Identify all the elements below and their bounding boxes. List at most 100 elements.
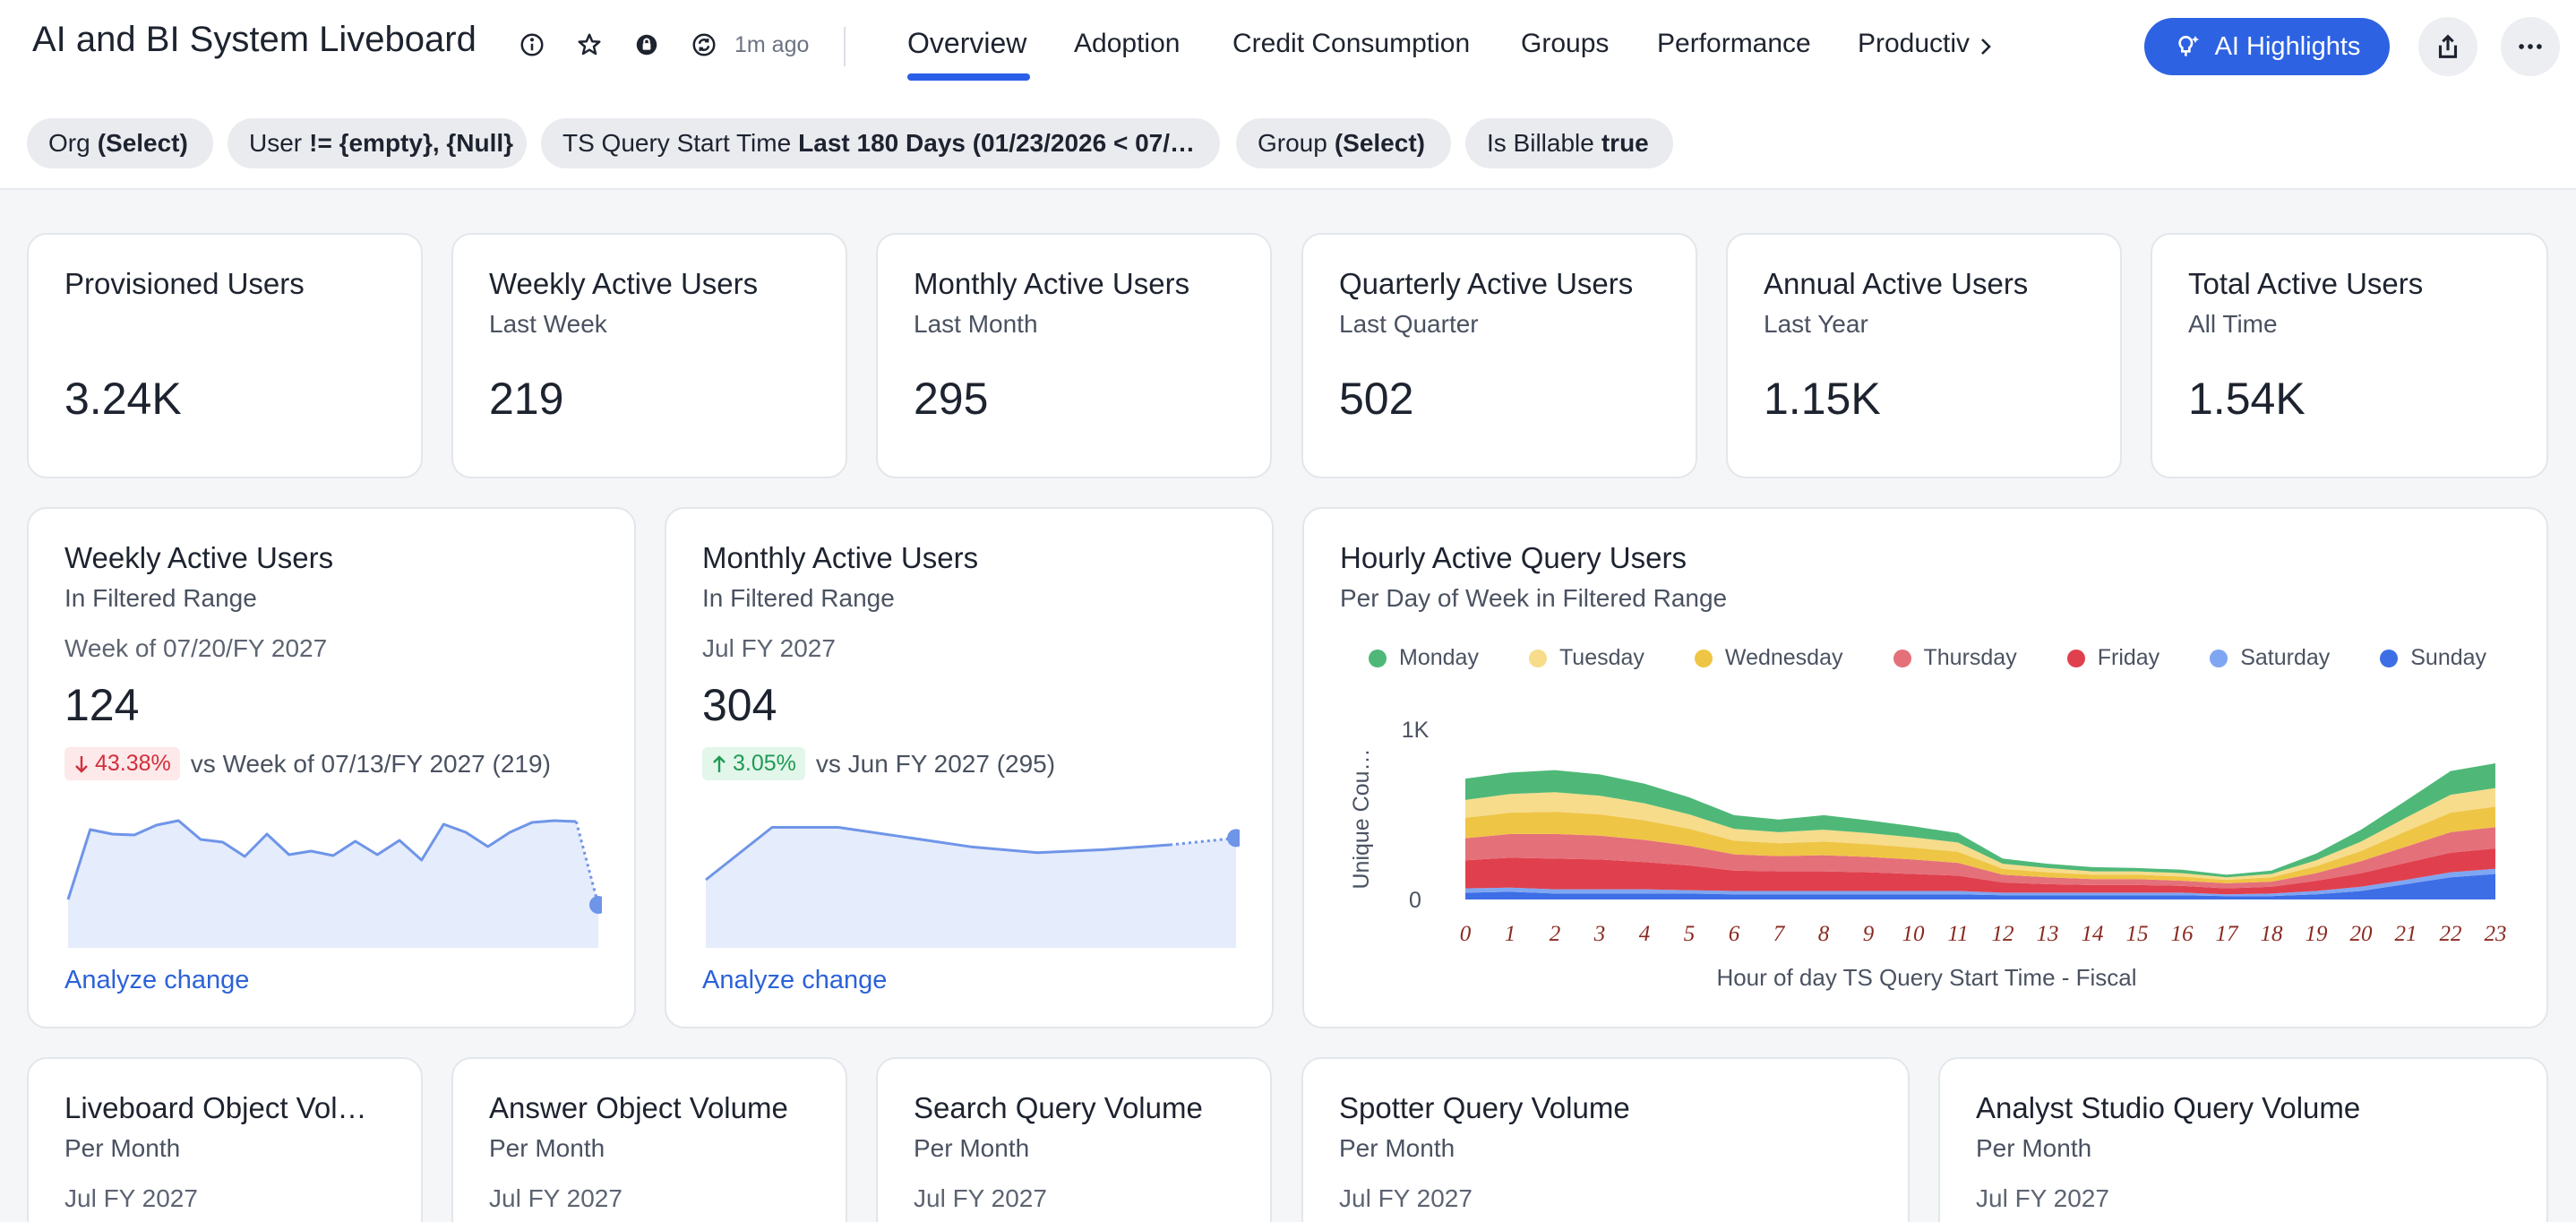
filter-chip-is-billable[interactable]: Is Billable true bbox=[1465, 118, 1673, 168]
x-tick-label: 4 bbox=[1639, 922, 1651, 946]
x-tick-label: 23 bbox=[2485, 922, 2507, 946]
tab-credit-consumption[interactable]: Credit Consumption bbox=[1232, 29, 1471, 58]
kpi-card-monthly-active-users[interactable]: Monthly Active Users Last Month 295 bbox=[876, 233, 1272, 478]
chart-card-hourly-active-query-users[interactable]: Unique Cou… 1K 0 0 1 2 3 4 5 6 7 8 9 10 11 12 13 14 15 16 17… bbox=[1302, 507, 2548, 1028]
legend-item-friday[interactable]: Friday bbox=[2066, 645, 2160, 671]
share-icon bbox=[2438, 34, 2458, 58]
refresh-icon[interactable] bbox=[688, 29, 720, 61]
legend-swatch bbox=[1528, 649, 1547, 667]
tab-groups[interactable]: Groups bbox=[1521, 29, 1610, 58]
x-tick-label: 17 bbox=[2216, 922, 2240, 946]
legend-item-sunday[interactable]: Sunday bbox=[2380, 645, 2486, 671]
info-icon[interactable] bbox=[516, 29, 548, 61]
y-tick-label: 1K bbox=[1402, 718, 1430, 743]
ai-highlights-button[interactable]: AI Highlights bbox=[2144, 18, 2390, 75]
volume-period: Jul FY 2027 bbox=[489, 1184, 623, 1212]
active-tab-indicator bbox=[907, 73, 1030, 81]
legend-item-monday[interactable]: Monday bbox=[1369, 645, 1479, 671]
kpi-card-quarterly-active-users[interactable]: Quarterly Active Users Last Quarter 502 bbox=[1301, 233, 1697, 478]
kpi-subtitle: All Time bbox=[2188, 310, 2278, 338]
x-tick-label: 9 bbox=[1863, 922, 1875, 946]
kpi-value: 1.54K bbox=[2188, 374, 2306, 424]
sparkline-area bbox=[706, 827, 1236, 948]
legend-label: Wednesday bbox=[1724, 645, 1843, 670]
kpi-value: 502 bbox=[1339, 374, 1414, 424]
filter-value: (Select) bbox=[97, 129, 188, 157]
monthly-sparkline bbox=[705, 826, 1240, 948]
legend-label: Thursday bbox=[1923, 645, 2017, 670]
area-series-wednesday[interactable] bbox=[1465, 806, 2495, 883]
legend-swatch bbox=[2210, 649, 2228, 667]
legend-item-thursday[interactable]: Thursday bbox=[1893, 645, 2017, 671]
x-tick-label: 3 bbox=[1593, 922, 1606, 946]
volume-card-answer-object[interactable]: Answer Object Volume Per Month Jul FY 20… bbox=[451, 1057, 847, 1222]
kpi-subtitle: Last Quarter bbox=[1339, 310, 1479, 338]
legend-swatch bbox=[1369, 649, 1387, 667]
kpi-card-weekly-active-users[interactable]: Weekly Active Users Last Week 219 bbox=[451, 233, 847, 478]
tab-productivity[interactable]: Productiv bbox=[1858, 29, 1971, 58]
tab-overview[interactable]: Overview bbox=[907, 27, 1027, 59]
volume-period: Jul FY 2027 bbox=[64, 1184, 198, 1212]
kpi-card-annual-active-users[interactable]: Annual Active Users Last Year 1.15K bbox=[1726, 233, 2122, 478]
sparkline-current-point[interactable] bbox=[1227, 829, 1240, 848]
sparkline-line bbox=[705, 826, 1171, 882]
analyze-change-link[interactable]: Analyze change bbox=[702, 966, 888, 994]
arrow-down-icon bbox=[75, 755, 88, 773]
analyze-change-link[interactable]: Analyze change bbox=[64, 966, 250, 994]
legend-label: Tuesday bbox=[1558, 645, 1644, 670]
star-icon[interactable] bbox=[573, 29, 605, 61]
tab-performance[interactable]: Performance bbox=[1657, 29, 1811, 58]
kpi-card-total-active-users[interactable]: Total Active Users All Time 1.54K bbox=[2151, 233, 2548, 478]
change-badge: 3.05% bbox=[702, 747, 805, 780]
area-series-sunday[interactable] bbox=[1465, 873, 2495, 900]
area-series-tuesday[interactable] bbox=[1465, 787, 2495, 881]
kpi-subtitle: Last Year bbox=[1764, 310, 1868, 338]
kpi-card-provisioned-users[interactable]: Provisioned Users 3.24K bbox=[27, 233, 423, 478]
trend-card-weekly-active-users[interactable]: Weekly Active Users In Filtered Range We… bbox=[27, 507, 636, 1028]
volume-card-analyst-studio-query[interactable]: Analyst Studio Query Volume Per Month Ju… bbox=[1938, 1057, 2548, 1222]
filter-chip-org[interactable]: Org (Select) bbox=[27, 118, 213, 168]
area-series-saturday[interactable] bbox=[1465, 868, 2495, 897]
filter-chip-query-start-time[interactable]: TS Query Start Time Last 180 Days (01/23/… bbox=[541, 118, 1220, 168]
x-tick-label: 21 bbox=[2395, 922, 2417, 946]
legend-item-tuesday[interactable]: Tuesday bbox=[1528, 645, 1644, 671]
change-compare: vs Jun FY 2027 (295) bbox=[815, 749, 1056, 778]
share-button[interactable] bbox=[2418, 17, 2477, 76]
volume-period: Jul FY 2027 bbox=[1976, 1184, 2109, 1212]
filter-value: != {empty}, {Null} bbox=[309, 129, 514, 157]
trend-title: Monthly Active Users bbox=[702, 541, 979, 574]
volume-title: Answer Object Volume bbox=[489, 1091, 788, 1124]
x-tick-label: 8 bbox=[1818, 922, 1830, 946]
volume-subtitle: Per Month bbox=[64, 1134, 181, 1162]
area-series-monday[interactable] bbox=[1465, 763, 2495, 878]
filter-chip-user[interactable]: User != {empty}, {Null} bbox=[228, 118, 527, 168]
sparkline-current-segment bbox=[574, 821, 600, 906]
filter-value: Last 180 Days (01/23/2026 < 07/… bbox=[798, 129, 1196, 157]
legend-label: Sunday bbox=[2410, 645, 2487, 670]
x-tick-label: 19 bbox=[2306, 922, 2329, 946]
volume-title: Spotter Query Volume bbox=[1339, 1091, 1630, 1124]
legend-item-saturday[interactable]: Saturday bbox=[2210, 645, 2330, 671]
ai-highlights-label: AI Highlights bbox=[2214, 31, 2361, 61]
volume-card-spotter-query[interactable]: Spotter Query Volume Per Month Jul FY 20… bbox=[1301, 1057, 1910, 1222]
sparkline-current-point[interactable] bbox=[589, 896, 602, 914]
volume-card-search-query[interactable]: Search Query Volume Per Month Jul FY 202… bbox=[876, 1057, 1272, 1222]
x-tick-label: 7 bbox=[1773, 922, 1786, 946]
chevron-right-icon[interactable] bbox=[1976, 34, 1997, 59]
more-options-button[interactable] bbox=[2501, 17, 2560, 76]
weekly-sparkline bbox=[66, 819, 602, 948]
area-series-thursday[interactable] bbox=[1465, 827, 2495, 889]
legend-swatch bbox=[1893, 649, 1911, 667]
volume-period: Jul FY 2027 bbox=[1339, 1184, 1473, 1212]
area-series-friday[interactable] bbox=[1465, 848, 2495, 895]
tab-adoption[interactable]: Adoption bbox=[1074, 29, 1181, 58]
filter-chip-group[interactable]: Group (Select) bbox=[1236, 118, 1451, 168]
kpi-subtitle: Last Month bbox=[914, 310, 1038, 338]
trend-card-monthly-active-users[interactable]: Monthly Active Users In Filtered Range J… bbox=[665, 507, 1274, 1028]
volume-title: Liveboard Object Vol… bbox=[64, 1091, 367, 1124]
change-percent: 3.05% bbox=[733, 751, 796, 776]
x-tick-label: 18 bbox=[2261, 922, 2284, 946]
legend-item-wednesday[interactable]: Wednesday bbox=[1694, 645, 1843, 671]
volume-card-liveboard-object[interactable]: Liveboard Object Vol… Per Month Jul FY 2… bbox=[27, 1057, 423, 1222]
y-axis-title: Unique Cou… bbox=[1349, 748, 1374, 889]
